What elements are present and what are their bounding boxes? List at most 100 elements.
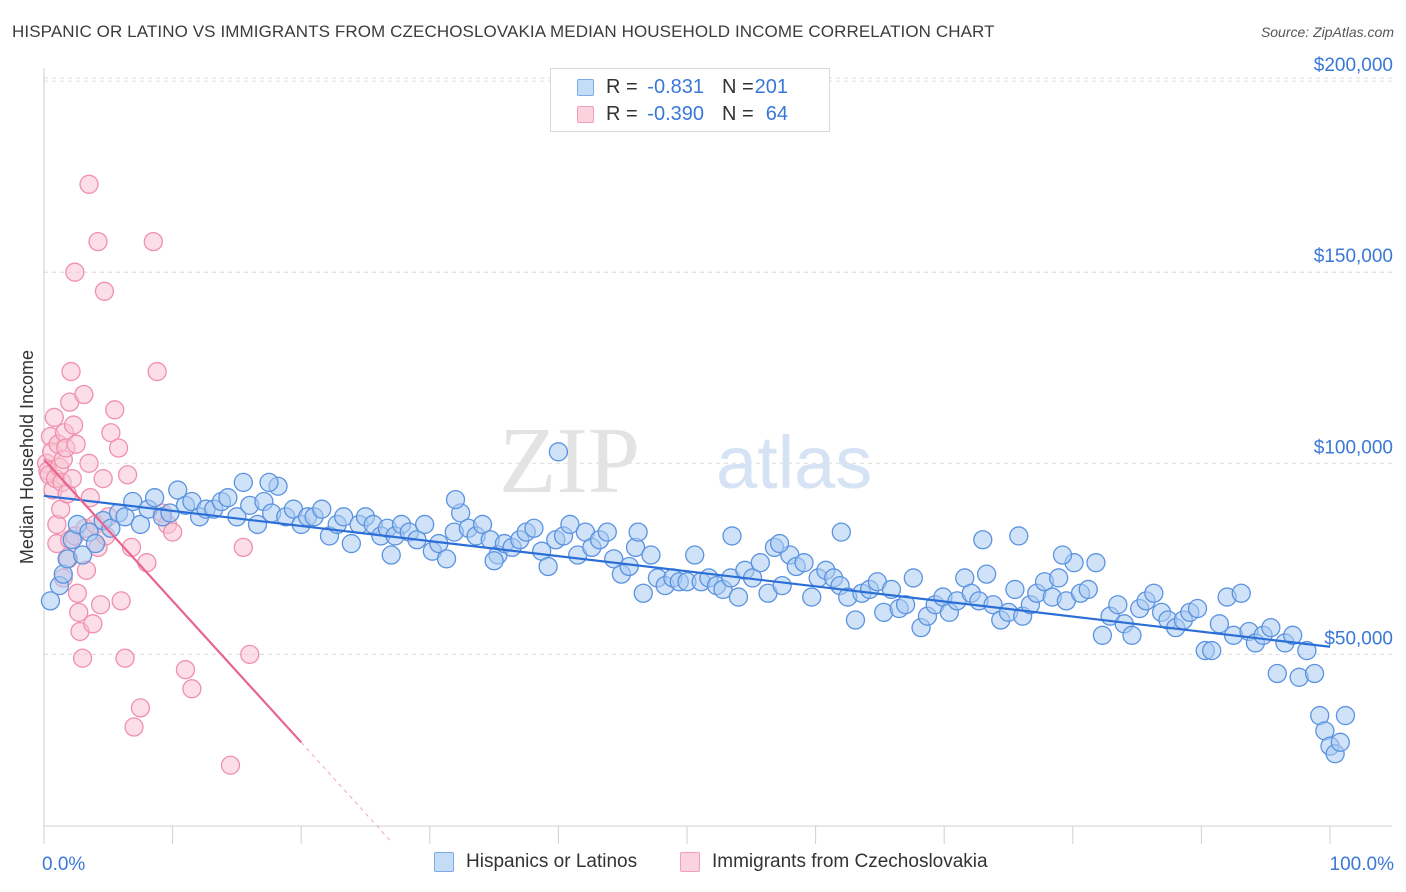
- gridlines: [44, 77, 1392, 655]
- czechoslovakia-point: [137, 553, 157, 573]
- legend-n-value: 201: [754, 75, 788, 98]
- hispanic-point: [728, 587, 749, 607]
- czechoslovakia-point: [182, 679, 202, 699]
- hispanic-point: [472, 514, 493, 535]
- trend-lines: [43, 458, 1331, 843]
- czechoslovakia-point: [105, 400, 125, 420]
- watermark-atlas: atlas: [716, 421, 872, 504]
- hispanic-point: [524, 518, 544, 538]
- series-hispanic-points: [40, 442, 1356, 764]
- czechoslovakia-point: [108, 438, 129, 458]
- hispanic-point: [1187, 598, 1208, 619]
- czechoslovakia-point: [63, 415, 84, 435]
- legend-swatch-czechoslovakia: [680, 852, 700, 872]
- czechoslovakia-point: [117, 465, 138, 485]
- hispanic-point: [1330, 732, 1350, 752]
- czechoslovakia-point: [66, 434, 86, 454]
- chart-title: HISPANIC OR LATINO VS IMMIGRANTS FROM CZ…: [12, 22, 995, 41]
- hispanic-point: [831, 522, 851, 542]
- hispanic-point: [312, 499, 332, 519]
- hispanic-point: [1261, 617, 1281, 638]
- legend-item-hispanic[interactable]: Hispanics or Latinos: [434, 851, 637, 873]
- czechoslovakia-point: [175, 660, 196, 680]
- legend-item-czechoslovakia[interactable]: Immigrants from Czechoslovakia: [680, 851, 988, 873]
- legend-row-hispanic: R = -0.831 N = 201: [551, 74, 788, 100]
- hispanic-point: [1078, 579, 1098, 600]
- hispanic-point: [983, 595, 1003, 615]
- stats-legend: R = -0.831 N = 201 R = -0.390 N = 64: [550, 68, 830, 132]
- hispanic-point: [1231, 583, 1251, 603]
- czechoslovakia-point: [62, 468, 82, 489]
- hispanic-point: [628, 522, 648, 542]
- hispanic-point: [445, 489, 466, 510]
- legend-r-value: -0.390: [647, 102, 704, 125]
- hispanic-point: [160, 503, 180, 523]
- hispanic-point: [1304, 663, 1325, 684]
- czechoslovakia-trend-line: [43, 458, 303, 744]
- legend-n-label: N =: [722, 102, 754, 125]
- hispanic-point: [333, 507, 354, 527]
- hispanic-point: [1202, 640, 1222, 661]
- hispanic-point: [130, 514, 151, 535]
- hispanic-point: [1122, 625, 1142, 645]
- hispanic-point: [1009, 526, 1029, 546]
- czechoslovakia-point: [220, 755, 241, 775]
- hispanic-point: [685, 545, 705, 565]
- hispanic-point: [633, 583, 653, 603]
- hispanic-point: [1052, 545, 1073, 565]
- hispanic-point: [144, 488, 165, 508]
- legend-row-czechoslovakia: R = -0.390 N = 64: [551, 101, 788, 127]
- legend-swatch-hispanic: [577, 78, 594, 96]
- series-czechoslovakia-points: [36, 174, 260, 775]
- legend-n-label: N =: [722, 75, 754, 98]
- hispanic-point: [1297, 640, 1317, 661]
- hispanic-point: [72, 545, 93, 565]
- hispanic-point: [845, 610, 866, 630]
- x-tick-label: 0.0%: [42, 854, 85, 875]
- legend-r-value: -0.831: [647, 75, 704, 98]
- czechoslovakia-point: [74, 384, 94, 405]
- czechoslovakia-point: [90, 595, 111, 615]
- hispanic-point: [772, 575, 792, 596]
- czechoslovakia-point: [240, 644, 260, 665]
- legend-swatch-hispanic: [434, 852, 454, 872]
- hispanic-point: [233, 472, 253, 493]
- czechoslovakia-point: [147, 361, 167, 382]
- hispanic-point: [484, 551, 504, 571]
- czechoslovakia-point: [111, 591, 131, 611]
- hispanic-point: [1267, 663, 1287, 684]
- hispanic-point: [903, 568, 923, 588]
- hispanic-point: [1335, 705, 1356, 726]
- hispanic-point: [641, 545, 661, 565]
- hispanic-point: [548, 442, 569, 462]
- czechoslovakia-point: [44, 407, 64, 428]
- hispanic-point: [1283, 625, 1303, 645]
- hispanic-point: [436, 549, 457, 569]
- y-tick-label: $150,000: [1314, 246, 1393, 267]
- y-tick-label: $50,000: [1324, 628, 1393, 649]
- czechoslovakia-point: [143, 231, 163, 252]
- legend-r-label: R =: [606, 102, 638, 125]
- czechoslovakia-point: [79, 453, 99, 473]
- czechoslovakia-point: [72, 648, 93, 668]
- y-tick-label: $100,000: [1314, 437, 1393, 458]
- hispanic-point: [802, 587, 822, 607]
- source-label: Source: ZipAtlas.com: [1260, 24, 1394, 40]
- watermark-zip: ZIP: [499, 409, 640, 513]
- hispanic-point: [168, 480, 188, 500]
- czechoslovakia-point: [162, 522, 183, 542]
- hispanic-point: [769, 533, 790, 554]
- hispanic-point: [85, 533, 106, 554]
- hispanic-point: [1086, 553, 1106, 573]
- czechoslovakia-point: [88, 231, 108, 252]
- czechoslovakia-point: [69, 602, 89, 623]
- hispanic-point: [973, 530, 993, 550]
- hispanic-point: [722, 526, 742, 546]
- czechoslovakia-point: [67, 583, 88, 603]
- hispanic-point: [560, 514, 580, 535]
- hispanic-trend-line: [43, 494, 1331, 648]
- hispanic-point: [381, 545, 401, 565]
- legend-swatch-czechoslovakia: [577, 105, 594, 123]
- czechoslovakia-point: [124, 717, 144, 737]
